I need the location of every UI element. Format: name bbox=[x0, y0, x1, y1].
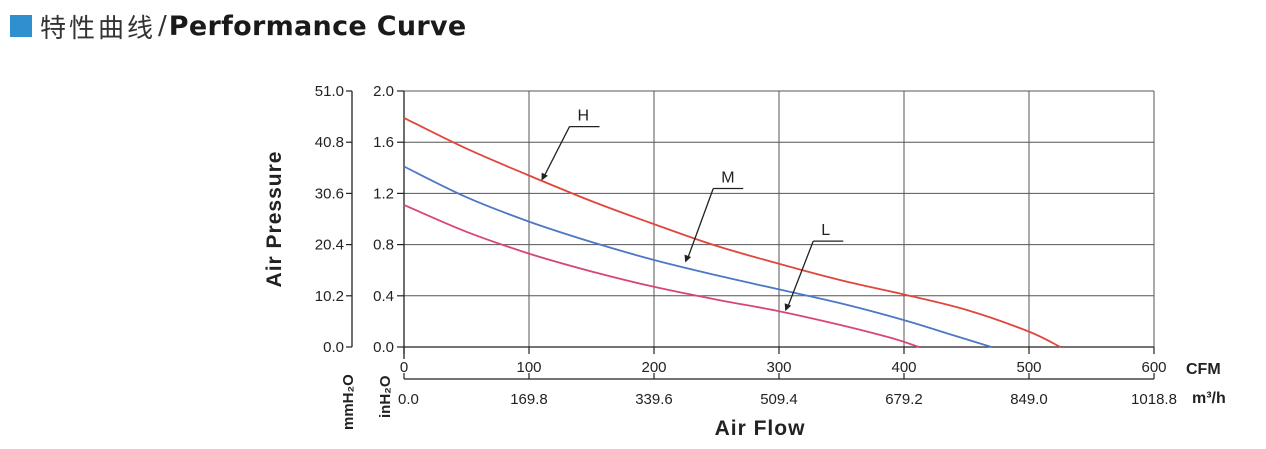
chart-axis-labels: CFM m³/h mmH₂O inH₂O Air Pressure Air Flow bbox=[263, 151, 1226, 440]
x-tick-label-primary: 200 bbox=[641, 359, 666, 376]
x-tick-label-primary: 100 bbox=[516, 359, 541, 376]
chart-series bbox=[403, 117, 1061, 348]
series-line-m bbox=[403, 165, 992, 348]
x-tick-label-primary: 300 bbox=[766, 359, 791, 376]
y-tick-label-primary: 1.6 bbox=[373, 134, 394, 151]
title-chinese: 特性曲线 bbox=[40, 13, 157, 44]
y-tick-label-primary: 2.0 bbox=[373, 83, 394, 100]
y-tick-label-secondary: 20.4 bbox=[315, 237, 344, 254]
callout-label-h: H bbox=[578, 108, 590, 125]
callout-arrow-l bbox=[784, 303, 792, 312]
callout-leader-m bbox=[686, 188, 714, 260]
series-line-h bbox=[403, 117, 1061, 348]
x-tick-label-primary: 500 bbox=[1016, 359, 1041, 376]
y-tick-label-secondary: 30.6 bbox=[315, 185, 344, 202]
y-tick-label-secondary: 10.2 bbox=[315, 288, 344, 305]
callout-arrow-h bbox=[541, 172, 548, 181]
blue-square-icon bbox=[10, 15, 32, 37]
x-tick-label-primary: 400 bbox=[891, 359, 916, 376]
y-tick-label-secondary: 51.0 bbox=[315, 83, 344, 100]
callout-arrow-m bbox=[684, 254, 692, 263]
x-tick-label-secondary: 1018.8 bbox=[1131, 391, 1177, 408]
chart-axes: 0.0 0.4 0.8 1.2 1.6 2.0 0.0 10.2 20.4 30.6 40.8 51.… bbox=[315, 83, 1177, 408]
y-axis-title: Air Pressure bbox=[263, 151, 286, 288]
y-unit-primary: inH₂O bbox=[377, 375, 394, 418]
x-tick-label-secondary: 849.0 bbox=[1010, 391, 1048, 408]
title-separator: / bbox=[158, 11, 167, 41]
y-tick-label-secondary: 40.8 bbox=[315, 134, 344, 151]
y-tick-label-primary: 0.0 bbox=[373, 339, 394, 356]
x-tick-label-secondary: 339.6 bbox=[635, 391, 673, 408]
x-tick-label-primary: 600 bbox=[1141, 359, 1166, 376]
x-tick-label-secondary: 169.8 bbox=[510, 391, 548, 408]
y-tick-label-secondary: 0.0 bbox=[323, 339, 344, 356]
x-unit-primary: CFM bbox=[1186, 361, 1221, 378]
y-tick-label-primary: 0.4 bbox=[373, 288, 394, 305]
x-tick-label-secondary: 0.0 bbox=[398, 391, 419, 408]
callout-leader-l bbox=[786, 240, 814, 309]
callout-leader-h bbox=[542, 126, 571, 178]
series-line-l bbox=[403, 204, 920, 348]
title-english: Performance Curve bbox=[168, 10, 467, 42]
y-tick-label-primary: 1.2 bbox=[373, 185, 394, 202]
y-unit-secondary: mmH₂O bbox=[340, 374, 357, 430]
chart-callouts: H M L bbox=[541, 108, 844, 312]
callout-label-l: L bbox=[821, 222, 830, 239]
x-tick-label-primary: 0 bbox=[400, 359, 408, 376]
section-header: 特性曲线 / Performance Curve bbox=[10, 6, 466, 46]
callout-label-m: M bbox=[721, 170, 734, 187]
chart-grid bbox=[404, 90, 1155, 347]
y-tick-label-primary: 0.8 bbox=[373, 237, 394, 254]
x-tick-label-secondary: 509.4 bbox=[760, 391, 798, 408]
x-tick-label-secondary: 679.2 bbox=[885, 391, 923, 408]
x-unit-secondary: m³/h bbox=[1192, 390, 1226, 407]
x-axis-title: Air Flow bbox=[715, 417, 806, 440]
